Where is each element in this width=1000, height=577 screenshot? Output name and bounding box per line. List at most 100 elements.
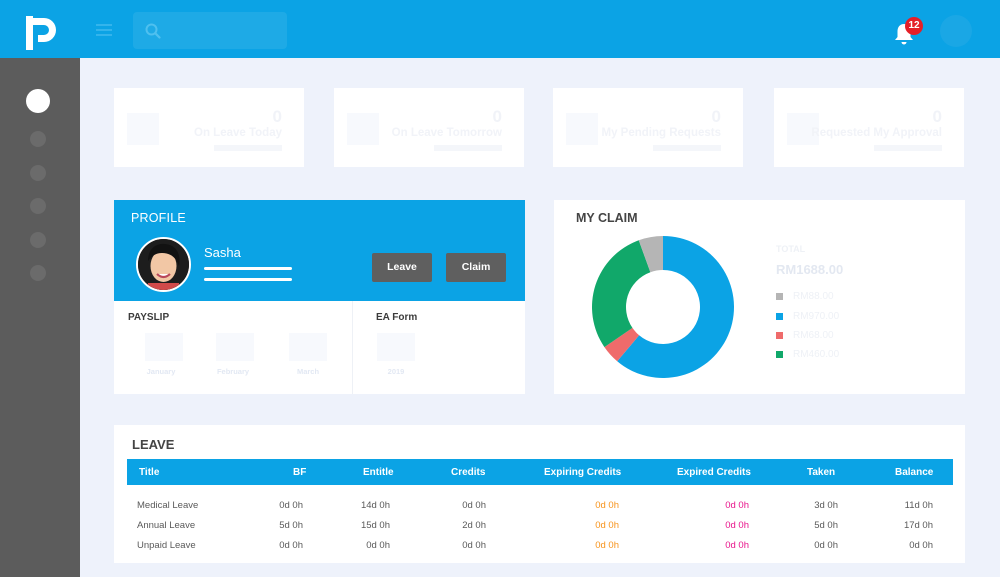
leave-type-cell: Annual Leave (137, 520, 196, 531)
stat-value: 0 (932, 107, 942, 126)
sidebar-item-active[interactable] (26, 89, 50, 113)
payslip-february[interactable] (216, 333, 254, 361)
menu-icon[interactable] (96, 24, 112, 36)
sidebar-item[interactable] (30, 165, 46, 181)
table-cell: 17d 0h (903, 520, 933, 531)
table-cell: 5d 0h (279, 520, 303, 531)
table-cell: 3d 0h (814, 500, 838, 511)
sidebar-item[interactable] (30, 265, 46, 281)
column-header-expiring-credits: Expiring Credits (544, 467, 622, 478)
payslip-march[interactable] (289, 333, 327, 361)
column-header-title: Title (139, 467, 160, 478)
table-cell: 0d 0h (725, 520, 749, 531)
stat-icon (566, 113, 598, 145)
table-cell: 0d 0h (725, 540, 749, 551)
claim-total-value: RM1688.00 (776, 262, 844, 277)
claim-legend-item: RM68.00 (776, 330, 834, 341)
table-cell: 0d 0h (366, 540, 390, 551)
payslip-month-label: January (146, 367, 176, 376)
profile-detail-line (204, 278, 292, 281)
claim-donut-chart (592, 236, 734, 378)
table-cell: 0d 0h (725, 500, 749, 511)
stat-label: My Pending Requests (601, 127, 722, 139)
ea-form-year-label: 2019 (387, 367, 405, 376)
legend-label: RM970.00 (793, 311, 840, 322)
column-header-bf: BF (293, 467, 307, 478)
stat-label: On Leave Tomorrow (391, 127, 502, 139)
stat-icon (787, 113, 819, 145)
profile-title: PROFILE (131, 211, 186, 225)
leave-table-header: Title BF Entitle Credits Expiring Credit… (127, 459, 953, 485)
leave-type-cell: Medical Leave (137, 500, 199, 511)
claim-slice-RM68.00 (604, 327, 640, 362)
stat-bar (874, 145, 942, 151)
table-cell: 0d 0h (909, 540, 933, 551)
payslip-title: PAYSLIP (128, 312, 170, 323)
stat-card-on-leave-today[interactable]: 0 On Leave Today (114, 88, 304, 167)
profile-card: PROFILE Sasha Leave Claim PAYSLIP Januar… (114, 200, 525, 394)
legend-swatch (776, 293, 783, 300)
app-logo[interactable] (25, 14, 59, 52)
leave-type-cell: Unpaid Leave (137, 540, 196, 551)
column-header-balance: Balance (895, 467, 934, 478)
profile-detail-line (204, 267, 292, 270)
leave-title: LEAVE (132, 437, 175, 452)
user-avatar[interactable] (940, 15, 972, 47)
my-claim-card: MY CLAIM TOTAL RM1688.00 RM88.00 RM970.0… (554, 200, 965, 394)
sidebar-item[interactable] (30, 131, 46, 147)
table-cell: 0d 0h (595, 540, 619, 551)
legend-swatch (776, 351, 783, 358)
payslip-month-label: February (216, 367, 250, 376)
stat-value: 0 (272, 107, 282, 126)
stat-value: 0 (711, 107, 721, 126)
leave-button[interactable]: Leave (372, 253, 432, 282)
claim-slice-RM460.00 (592, 240, 651, 348)
search-icon (145, 23, 161, 39)
sidebar-item[interactable] (30, 232, 46, 248)
notification-count-badge: 12 (905, 17, 923, 35)
table-cell: 0d 0h (279, 500, 303, 511)
profile-avatar[interactable] (136, 237, 191, 292)
column-header-taken: Taken (807, 467, 836, 478)
stat-card-on-leave-tomorrow[interactable]: 0 On Leave Tomorrow (334, 88, 524, 167)
claim-title: MY CLAIM (576, 211, 638, 225)
table-cell: 15d 0h (360, 520, 390, 531)
payslip-month-label: March (296, 367, 320, 376)
claim-button[interactable]: Claim (446, 253, 506, 282)
profile-header: PROFILE Sasha Leave Claim (114, 200, 525, 301)
column-header-credits: Credits (451, 467, 486, 478)
claim-legend-item: RM460.00 (776, 349, 839, 360)
table-cell: 0d 0h (462, 540, 486, 551)
stat-value: 0 (492, 107, 502, 126)
stat-icon (127, 113, 159, 145)
claim-legend-item: RM88.00 (776, 291, 834, 302)
stat-label: On Leave Today (194, 127, 282, 139)
legend-label: RM460.00 (793, 349, 840, 360)
legend-label: RM68.00 (793, 330, 834, 341)
table-cell: 2d 0h (462, 520, 486, 531)
stat-bar (653, 145, 721, 151)
column-header-expired-credits: Expired Credits (677, 467, 751, 478)
legend-swatch (776, 332, 783, 339)
table-cell: 0d 0h (462, 500, 486, 511)
sidebar-item[interactable] (30, 198, 46, 214)
claim-total-label: TOTAL (776, 244, 806, 254)
table-cell: 14d 0h (360, 500, 390, 511)
payslip-january[interactable] (145, 333, 183, 361)
stat-bar (214, 145, 282, 151)
search-input[interactable] (133, 12, 287, 49)
ea-form-2019[interactable] (377, 333, 415, 361)
top-bar: 12 (0, 0, 1000, 58)
table-cell: 5d 0h (814, 520, 838, 531)
column-header-entitle: Entitle (363, 467, 394, 478)
stat-icon (347, 113, 379, 145)
stat-card-requested-my-approval[interactable]: 0 Requested My Approval (774, 88, 964, 167)
ea-form-title: EA Form (376, 312, 418, 323)
divider (352, 301, 353, 394)
stat-card-my-pending-requests[interactable]: 0 My Pending Requests (553, 88, 743, 167)
table-cell: 0d 0h (279, 540, 303, 551)
sidebar (0, 58, 80, 577)
claim-legend-item: RM970.00 (776, 311, 839, 322)
table-cell: 0d 0h (595, 520, 619, 531)
stat-label: Requested My Approval (811, 127, 942, 139)
